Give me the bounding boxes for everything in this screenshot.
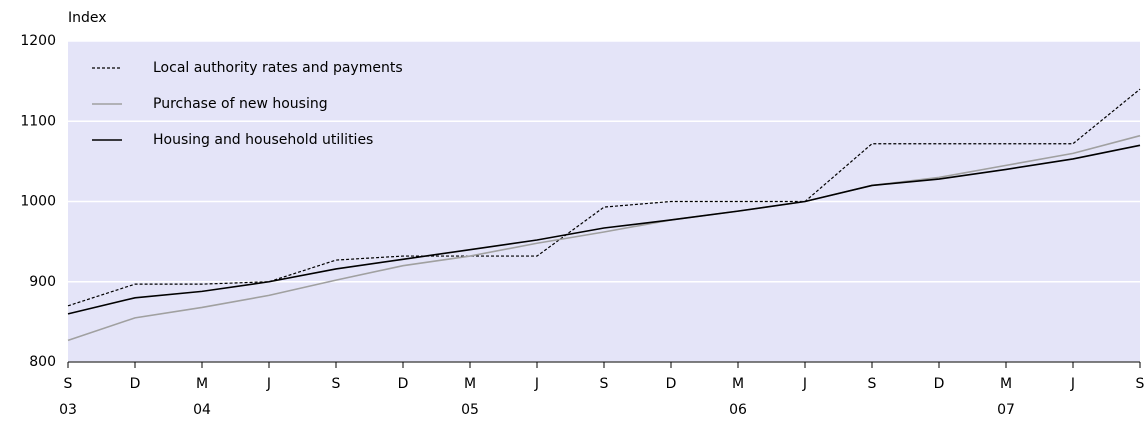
legend-label: Purchase of new housing xyxy=(153,96,328,112)
x-tick-label: D xyxy=(666,376,677,392)
series-line xyxy=(67,134,1141,342)
x-tick-label: M xyxy=(732,376,744,392)
x-tick-label: J xyxy=(802,376,807,392)
y-tick-label: 800 xyxy=(29,354,56,370)
x-tick-label: M xyxy=(464,376,476,392)
x-tick-label: J xyxy=(534,376,539,392)
y-tick-label: 1000 xyxy=(20,194,56,210)
x-tick-label: S xyxy=(600,376,609,392)
year-label: 06 xyxy=(729,402,747,418)
legend-label: Local authority rates and payments xyxy=(153,60,403,76)
x-tick-label: S xyxy=(1136,376,1145,392)
y-axis-label: Index xyxy=(68,10,107,26)
legend-label: Housing and household utilities xyxy=(153,132,373,148)
x-tick-label: M xyxy=(196,376,208,392)
y-tick-label: 900 xyxy=(29,274,56,290)
x-tick-label: J xyxy=(266,376,271,392)
year-label: 07 xyxy=(997,402,1015,418)
series-line xyxy=(67,144,1141,315)
x-tick-label: S xyxy=(868,376,877,392)
x-tick-label: S xyxy=(64,376,73,392)
x-tick-label: J xyxy=(1070,376,1075,392)
series-line xyxy=(67,88,1141,307)
x-tick-label: D xyxy=(934,376,945,392)
x-tick-label: D xyxy=(130,376,141,392)
x-tick-label: M xyxy=(1000,376,1012,392)
x-tick-label: D xyxy=(398,376,409,392)
y-tick-label: 1200 xyxy=(20,33,56,49)
y-tick-label: 1100 xyxy=(20,113,56,129)
year-label: 03 xyxy=(59,402,77,418)
year-label: 05 xyxy=(461,402,479,418)
year-label: 04 xyxy=(193,402,211,418)
x-tick-label: S xyxy=(332,376,341,392)
